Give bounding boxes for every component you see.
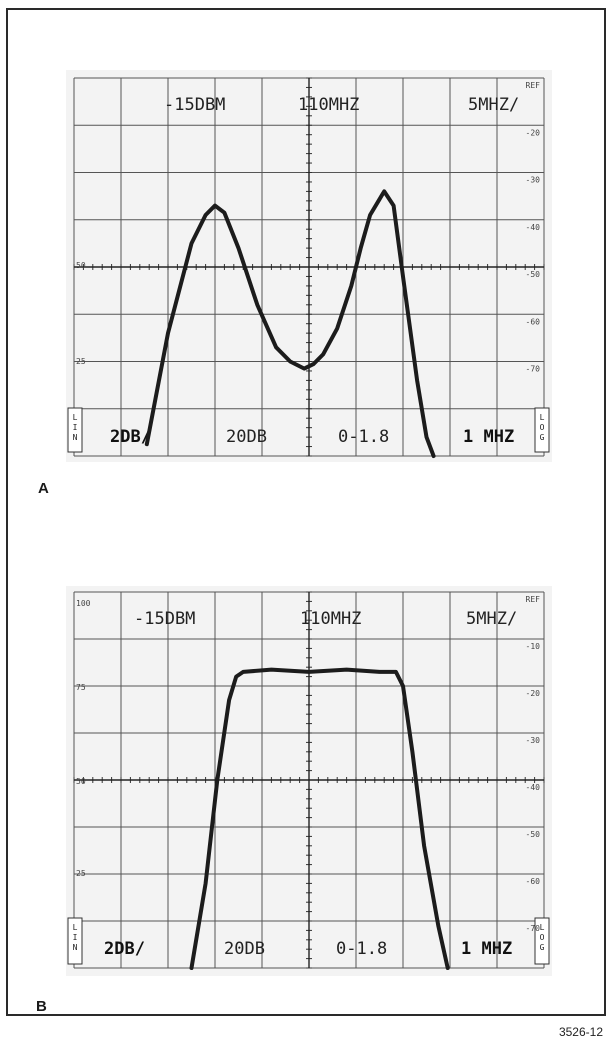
right-scale-label: -50 bbox=[526, 270, 541, 279]
reference-level-readout: -15DBM bbox=[164, 95, 225, 115]
trace-point bbox=[411, 750, 414, 753]
trace-point bbox=[312, 362, 315, 366]
left-scale: 100 75 50 25 bbox=[76, 599, 91, 878]
trace-point bbox=[213, 204, 217, 207]
trace-point bbox=[345, 668, 348, 671]
right-scale-label: -60 bbox=[526, 877, 541, 886]
trace-point bbox=[166, 331, 170, 335]
trace-line bbox=[189, 667, 450, 970]
left-scale-label: 75 bbox=[76, 683, 86, 692]
trace-point bbox=[242, 670, 245, 674]
trace-point bbox=[303, 367, 306, 370]
rf-attenuation-readout: 20DB bbox=[226, 427, 267, 447]
trace-point bbox=[378, 670, 381, 674]
graticule bbox=[73, 591, 545, 969]
trace-point bbox=[383, 190, 386, 193]
svg-text:LIN: LIN bbox=[73, 923, 78, 952]
trace-point bbox=[350, 284, 353, 288]
vertical-scale-readout: 2DB/ bbox=[104, 939, 145, 959]
right-scale-label: -20 bbox=[526, 128, 541, 137]
spectrum-trace bbox=[144, 189, 436, 458]
trace-point bbox=[425, 435, 428, 439]
left-scale-label: 100 bbox=[76, 599, 91, 608]
trace-point bbox=[204, 882, 207, 885]
left-scale-label: 50 bbox=[76, 777, 86, 786]
rf-attenuation-readout: 20DB bbox=[224, 939, 265, 959]
frequency-range-readout: 0-1.8 bbox=[338, 427, 389, 447]
trace-point bbox=[237, 246, 240, 250]
right-scale-label: -70 bbox=[526, 924, 541, 933]
frequency-range-readout: 0-1.8 bbox=[336, 939, 387, 959]
trace-point bbox=[392, 204, 395, 207]
spectrum-display-a: -15DBM 110MHZ 5MHZ/ 2DB/ 20DB 0-1.8 1 MH… bbox=[66, 70, 552, 462]
svg-text:LOG: LOG bbox=[540, 413, 545, 442]
trace-point bbox=[336, 327, 339, 330]
right-scale-label: -40 bbox=[526, 783, 541, 792]
left-scale-label: 25 bbox=[76, 869, 86, 878]
right-scale: REF -10 -20 -30 -40 -50 -60 -70 bbox=[526, 595, 541, 933]
trace-point bbox=[401, 275, 405, 278]
svg-text:LIN: LIN bbox=[73, 413, 78, 442]
center-frequency-readout: 110MHZ bbox=[298, 95, 359, 115]
reference-level-readout: -15DBM bbox=[134, 609, 195, 629]
trace-point bbox=[235, 675, 238, 678]
panel-label-b: B bbox=[36, 998, 47, 1015]
trace-point bbox=[321, 353, 325, 356]
trace-point bbox=[422, 844, 426, 847]
trace-point bbox=[190, 242, 193, 245]
trace-point bbox=[223, 211, 226, 214]
right-scale-label: -30 bbox=[526, 736, 541, 745]
trace-point bbox=[446, 966, 449, 970]
trace-point bbox=[437, 924, 440, 927]
trace-point bbox=[216, 778, 219, 782]
resolution-bandwidth-readout: 1 MHZ bbox=[461, 939, 512, 959]
trace-point bbox=[432, 454, 435, 458]
figure-id: 3526-12 bbox=[558, 1025, 603, 1039]
right-scale-label: -60 bbox=[526, 317, 541, 326]
trace-point bbox=[204, 213, 207, 217]
right-scale-label: REF bbox=[526, 81, 541, 90]
trace-point bbox=[145, 443, 148, 446]
vertical-scale-readout: 2DB/ bbox=[110, 427, 151, 447]
figure-frame bbox=[6, 8, 606, 1016]
left-scale: 50 25 bbox=[76, 261, 86, 366]
right-scale-label: -30 bbox=[526, 176, 541, 185]
spectrum-trace bbox=[189, 667, 450, 970]
right-scale-label: -50 bbox=[526, 830, 541, 839]
trace-point bbox=[227, 698, 231, 702]
trace-point bbox=[401, 684, 405, 688]
right-scale-label: -70 bbox=[526, 365, 541, 374]
trace-point bbox=[289, 360, 292, 363]
trace-point bbox=[307, 670, 311, 674]
right-scale-label: -10 bbox=[526, 642, 541, 651]
span-per-div-readout: 5MHZ/ bbox=[466, 609, 517, 629]
trace-point bbox=[368, 213, 372, 217]
span-per-div-readout: 5MHZ/ bbox=[468, 95, 519, 115]
panel-label-a: A bbox=[38, 480, 49, 497]
trace-point bbox=[274, 346, 278, 349]
trace-point bbox=[394, 670, 398, 674]
svg-text:LOG: LOG bbox=[540, 923, 545, 952]
right-scale-label: -20 bbox=[526, 689, 541, 698]
center-frequency-readout: 110MHZ bbox=[300, 609, 361, 629]
right-scale-label: REF bbox=[526, 595, 541, 604]
trace-point bbox=[190, 966, 193, 970]
trace-point bbox=[270, 668, 273, 671]
left-scale-label: 50 bbox=[76, 261, 86, 270]
right-scale-label: -40 bbox=[526, 223, 541, 232]
trace-point bbox=[359, 246, 362, 250]
left-scale-label: 25 bbox=[76, 357, 86, 366]
trace-point bbox=[415, 379, 419, 382]
right-scale: REF -20 -30 -40 -50 -60 -70 bbox=[526, 81, 541, 374]
spectrum-display-b: -15DBM 110MHZ 5MHZ/ 2DB/ 20DB 0-1.8 1 MH… bbox=[66, 586, 552, 976]
resolution-bandwidth-readout: 1 MHZ bbox=[463, 427, 514, 447]
trace-point bbox=[256, 303, 259, 306]
graticule bbox=[73, 77, 545, 457]
